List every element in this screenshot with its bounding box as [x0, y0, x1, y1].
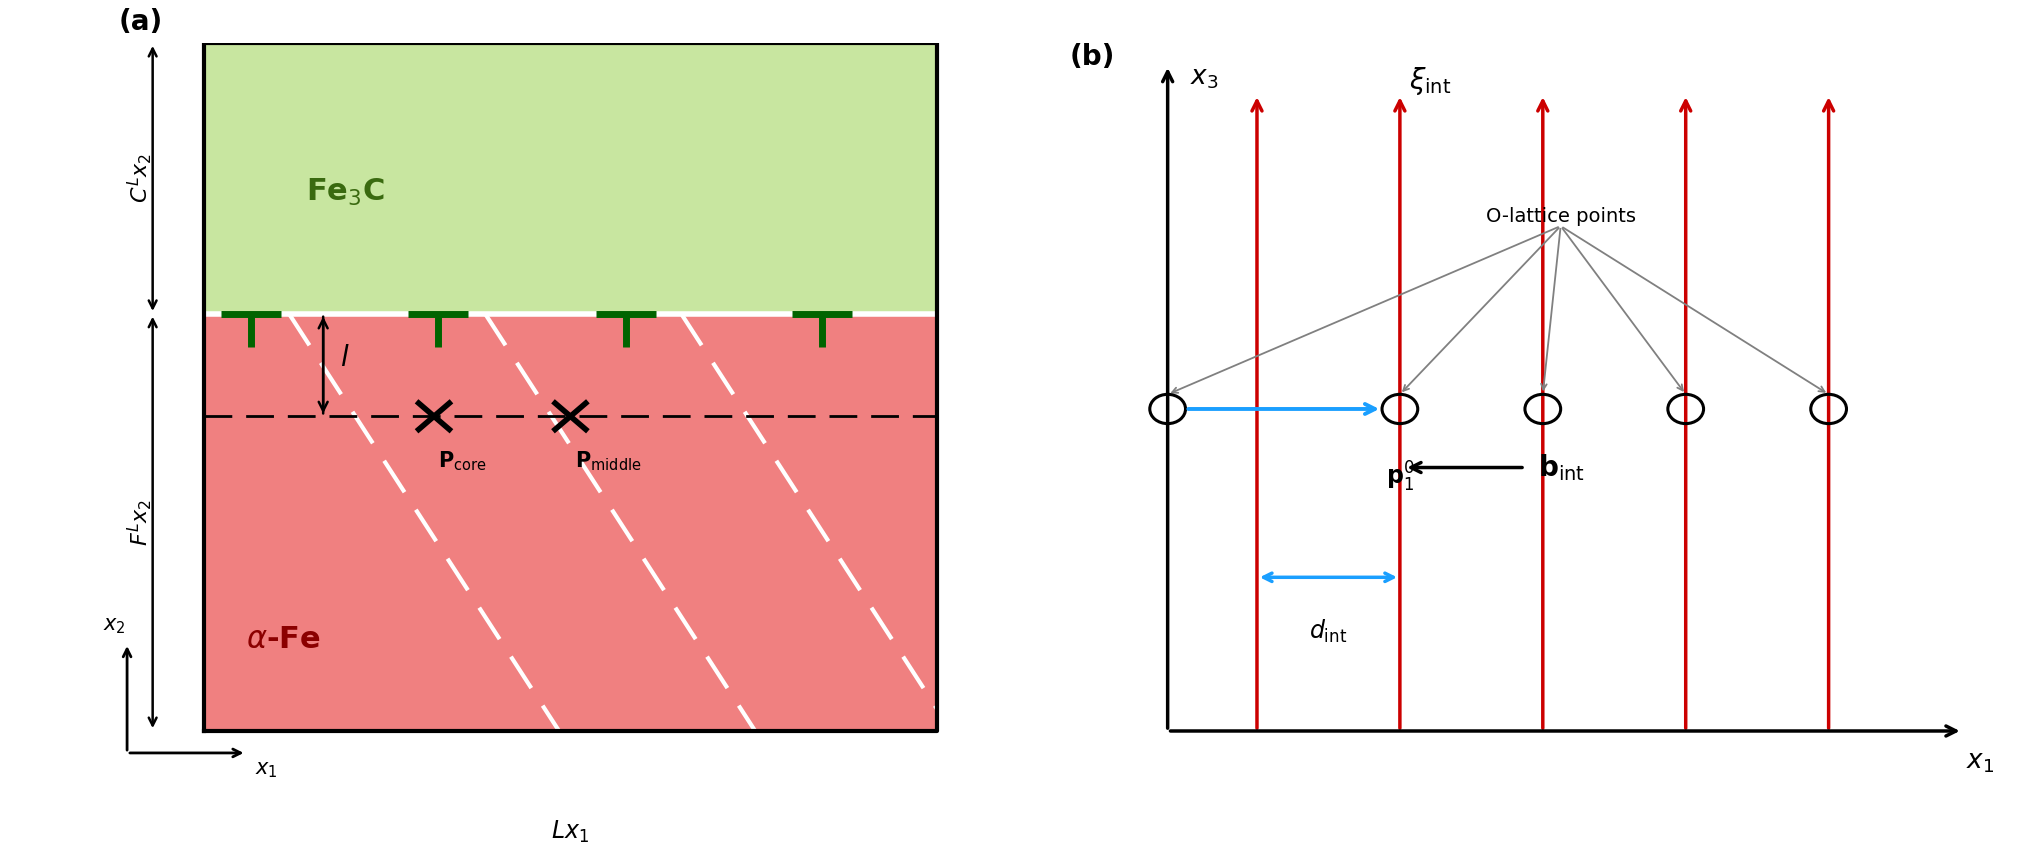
Text: $d_{\mathrm{int}}$: $d_{\mathrm{int}}$	[1309, 617, 1348, 645]
Text: $\mathbf{P}_{\mathrm{middle}}$: $\mathbf{P}_{\mathrm{middle}}$	[574, 449, 641, 473]
Text: $C^L x_2$: $C^L x_2$	[126, 153, 154, 203]
Text: $l$: $l$	[341, 344, 349, 372]
Text: O-lattice points: O-lattice points	[1486, 207, 1636, 226]
Text: $\alpha$-Fe: $\alpha$-Fe	[246, 625, 321, 653]
Text: $\mathbf{b}_{\mathrm{int}}$: $\mathbf{b}_{\mathrm{int}}$	[1539, 452, 1585, 483]
Text: Fe$_3$C: Fe$_3$C	[307, 177, 386, 208]
Text: $x_3$: $x_3$	[1190, 65, 1218, 91]
Text: $\mathbf{P}_{\mathrm{core}}$: $\mathbf{P}_{\mathrm{core}}$	[438, 449, 487, 473]
Text: (b): (b)	[1070, 43, 1114, 71]
Text: $x_2$: $x_2$	[104, 616, 126, 635]
Text: $x_1$: $x_1$	[1967, 749, 1995, 775]
Bar	[203, 314, 938, 731]
Text: $\xi_{\mathrm{int}}$: $\xi_{\mathrm{int}}$	[1409, 65, 1451, 97]
Text: (a): (a)	[118, 8, 162, 36]
Text: $F^L x_2$: $F^L x_2$	[126, 499, 154, 546]
Bar	[203, 43, 938, 314]
Text: $Lx_1$: $Lx_1$	[552, 819, 589, 845]
Text: $\mathbf{p}_1^0$: $\mathbf{p}_1^0$	[1386, 460, 1415, 494]
Text: $x_1$: $x_1$	[256, 760, 278, 780]
